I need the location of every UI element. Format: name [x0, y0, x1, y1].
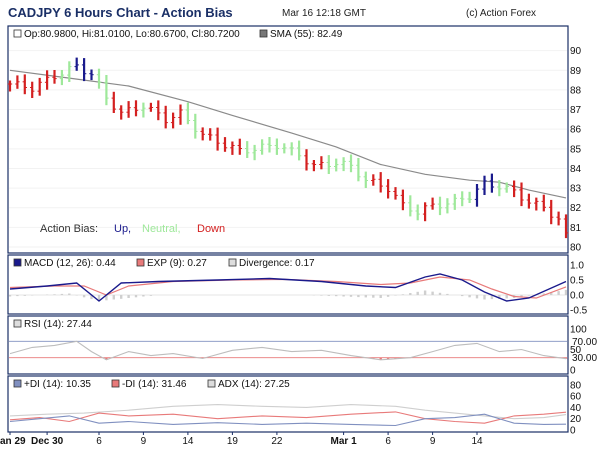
x-tick-label: 14 [182, 436, 194, 447]
exp-line [9, 276, 567, 299]
macd-line [9, 273, 567, 302]
rsi-y-tick: 50 [570, 345, 582, 356]
minus-di-legend-text: -DI (14): 31.46 [122, 379, 187, 390]
price-y-tick: 90 [570, 46, 582, 57]
adx-line [9, 404, 567, 420]
rsi-line [9, 340, 567, 361]
price-series-group [7, 50, 569, 248]
rsi-legend-swatch [13, 319, 22, 328]
x-tick-label: Jan 29 [0, 436, 26, 447]
dmi-y-tick: 80 [570, 380, 582, 391]
action-bias-down: Down [197, 223, 225, 235]
dmi-y-tick: 0 [570, 426, 576, 437]
exp-legend-text: EXP (9): 0.27 [147, 258, 207, 269]
rsi-level-70-label: 70.00 [572, 337, 597, 348]
minus-di-line [9, 411, 567, 424]
macd-panel [7, 254, 569, 315]
price-y-tick: 87 [570, 105, 582, 116]
axis-labels-group: 90898887868584838281801.00.50.0-0.510050… [0, 46, 597, 447]
price-y-tick: 82 [570, 203, 582, 214]
dmi-y-tick: 40 [570, 403, 582, 414]
ohlc-legend-swatch [13, 29, 22, 38]
macd-y-tick: 1.0 [570, 261, 584, 272]
rsi-y-tick: 100 [570, 325, 587, 336]
adx-legend-swatch [207, 379, 216, 388]
dmi-y-tick: 60 [570, 392, 582, 403]
dmi-y-tick: 20 [570, 414, 582, 425]
macd-legend-text: MACD (12, 26): 0.44 [24, 258, 116, 269]
ohlc-legend-text: Op:80.9800, Hi:81.0100, Lo:80.6700, Cl:8… [24, 29, 240, 40]
price-y-tick: 88 [570, 85, 582, 96]
plus-di-legend-swatch [13, 379, 22, 388]
x-tick-label: 22 [271, 436, 283, 447]
macd-legend-swatch [13, 258, 22, 267]
plus-di-legend-text: +DI (14): 10.35 [24, 379, 91, 390]
x-tick-label: 6 [96, 436, 102, 447]
price-y-tick: 89 [570, 66, 582, 77]
minus-di-legend-swatch [111, 379, 120, 388]
rsi-y-tick: 0 [570, 366, 576, 377]
x-tick-label: 14 [471, 436, 483, 447]
timestamp: Mar 16 12:18 GMT [282, 8, 366, 19]
x-tick-label: 9 [141, 436, 147, 447]
price-panel [7, 25, 569, 254]
rsi-panel [7, 315, 569, 375]
macd-series-group [8, 273, 568, 302]
rsi-series-group [9, 340, 568, 361]
rsi-level-30-label: 30.00 [572, 353, 597, 364]
price-y-tick: 85 [570, 144, 582, 155]
x-tick-label: Mar 1 [331, 436, 358, 447]
price-y-tick: 84 [570, 164, 582, 175]
macd-y-tick: 0.5 [570, 276, 584, 287]
price-y-tick: 83 [570, 184, 582, 195]
adx-legend-text: ADX (14): 27.25 [218, 379, 290, 390]
price-y-tick: 86 [570, 125, 582, 136]
copyright-text: (c) Action Forex [466, 8, 537, 19]
rsi-legend-text: RSI (14): 27.44 [24, 319, 92, 330]
dmi-series-group [9, 404, 567, 427]
exp-legend-swatch [136, 258, 145, 267]
action-bias-label: Action Bias: [40, 223, 98, 235]
price-y-tick: 81 [570, 223, 582, 234]
x-tick-label: Dec 30 [31, 436, 64, 447]
sma-legend-swatch [259, 29, 268, 38]
divergence-legend-swatch [228, 258, 237, 267]
x-tick-label: 9 [430, 436, 436, 447]
x-tick-label: 6 [385, 436, 391, 447]
plus-di-line [9, 413, 567, 427]
chart-title: CADJPY 6 Hours Chart - Action Bias [8, 5, 233, 20]
price-y-tick: 80 [570, 243, 582, 254]
action-bias-up: Up, [114, 223, 131, 235]
divergence-legend-text: Divergence: 0.17 [239, 258, 315, 269]
macd-y-tick: 0.0 [570, 291, 584, 302]
action-bias-neutral: Neutral, [142, 223, 181, 235]
macd-y-tick: -0.5 [570, 306, 588, 317]
x-tick-label: 19 [227, 436, 239, 447]
sma-legend-text: SMA (55): 82.49 [270, 29, 343, 40]
